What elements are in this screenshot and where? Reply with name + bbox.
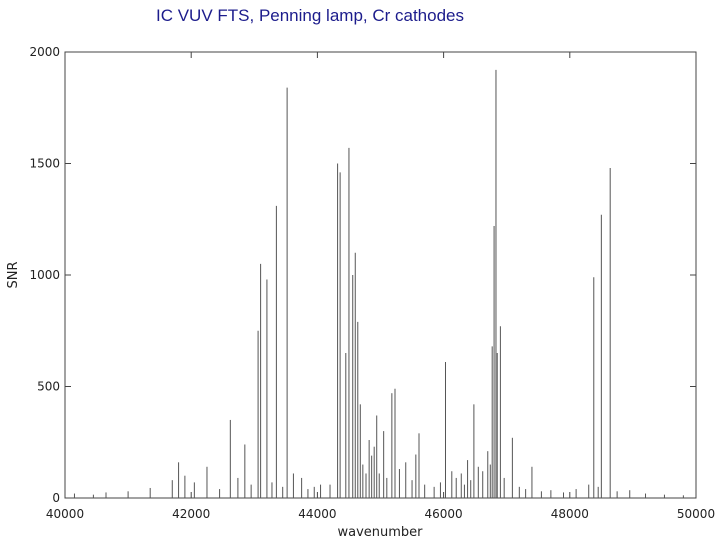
x-tick-label: 42000 (172, 507, 210, 521)
chart-title: IC VUV FTS, Penning lamp, Cr cathodes (155, 6, 465, 25)
y-tick-label: 1500 (29, 157, 60, 171)
x-tick-label: 44000 (298, 507, 336, 521)
x-tick-label: 50000 (677, 507, 715, 521)
spectrum-peaks (73, 69, 684, 498)
y-tick-label: 0 (52, 491, 60, 505)
y-tick-label: 1000 (29, 268, 60, 282)
x-axis-label: wavenumber (337, 525, 423, 540)
x-tick-label: 40000 (46, 507, 84, 521)
axis-ticks: 40000 42000 44000 46000 48000 50000 0 500 1000 15… (29, 45, 715, 521)
x-tick-label: 48000 (551, 507, 589, 521)
y-tick-label: 500 (37, 380, 60, 394)
y-tick-label: 2000 (29, 45, 60, 59)
x-tick-label: 46000 (425, 507, 463, 521)
y-axis-label: SNR (6, 261, 21, 288)
